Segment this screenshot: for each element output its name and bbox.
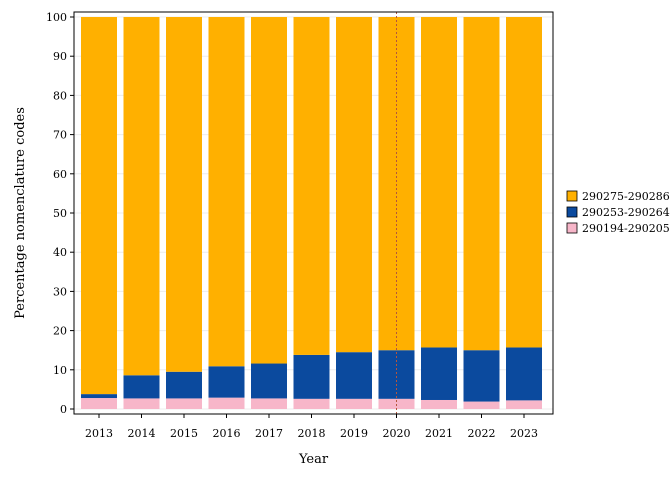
legend-swatch xyxy=(566,222,578,234)
bar-segment xyxy=(293,17,330,355)
legend-label: 290253-290264 xyxy=(582,206,670,219)
bar-segment xyxy=(251,398,287,409)
bar-segment xyxy=(166,398,202,409)
bar-segment xyxy=(378,350,415,399)
y-tick-label: 90 xyxy=(53,50,67,63)
y-tick-label: 30 xyxy=(53,285,67,298)
x-tick-label: 2020 xyxy=(383,427,411,440)
bar-segment xyxy=(378,398,415,409)
bar-segment xyxy=(123,398,160,409)
axes: 0 10 20 30 40 50 60 70 80 90 100 2013 2014 2015 2016 20… xyxy=(46,11,554,440)
bar-segment xyxy=(251,363,287,399)
y-tick-label: 80 xyxy=(53,89,67,102)
bar-segment xyxy=(463,350,500,402)
y-tick-label: 70 xyxy=(53,129,67,142)
bars xyxy=(81,17,542,409)
legend-swatch xyxy=(566,190,578,202)
bar-segment xyxy=(81,398,117,409)
bar-segment xyxy=(293,354,330,399)
bar-segment xyxy=(81,17,117,395)
bar-segment xyxy=(123,375,160,399)
bar-segment xyxy=(81,394,117,399)
x-tick-label: 2014 xyxy=(128,427,156,440)
bar-segment xyxy=(208,366,245,398)
bar-segment xyxy=(463,17,500,351)
y-tick-label: 10 xyxy=(53,364,67,377)
x-tick-label: 2018 xyxy=(298,427,326,440)
legend-swatch xyxy=(566,206,578,218)
legend-label: 290194-290205 xyxy=(582,222,670,235)
x-tick-label: 2013 xyxy=(85,427,113,440)
bar-segment xyxy=(506,347,542,401)
y-tick-label: 20 xyxy=(53,325,67,338)
bar-segment xyxy=(208,397,245,409)
bar-segment xyxy=(463,401,500,409)
bar-segment xyxy=(421,17,457,348)
y-tick-label: 40 xyxy=(53,246,67,259)
bar-segment xyxy=(506,17,542,348)
x-tick-label: 2015 xyxy=(170,427,198,440)
legend-label: 290275-290286 xyxy=(582,190,670,203)
bar-segment xyxy=(123,17,160,376)
y-tick-label: 50 xyxy=(53,207,67,220)
bar-segment xyxy=(166,371,202,399)
y-axis-title: Percentage nomenclature codes xyxy=(13,107,28,319)
bar-segment xyxy=(208,17,245,367)
x-tick-label: 2019 xyxy=(340,427,368,440)
x-tick-label: 2017 xyxy=(255,427,283,440)
x-axis-title: Year xyxy=(298,452,329,467)
bar-segment xyxy=(421,399,457,409)
bar-segment xyxy=(293,398,330,409)
legend: 290275-290286 290253-290264 290194-290205 xyxy=(566,190,670,235)
y-tick-label: 0 xyxy=(60,403,67,416)
bar-segment xyxy=(336,398,372,409)
x-tick-label: 2016 xyxy=(213,427,241,440)
bar-segment xyxy=(166,17,202,372)
bar-segment xyxy=(506,400,542,409)
x-tick-label: 2021 xyxy=(425,427,453,440)
bar-segment xyxy=(251,17,287,364)
bar-segment xyxy=(336,17,372,353)
x-tick-label: 2022 xyxy=(468,427,496,440)
bar-segment xyxy=(336,352,372,399)
x-tick-label: 2023 xyxy=(510,427,538,440)
y-tick-label: 60 xyxy=(53,168,67,181)
y-tick-label: 100 xyxy=(46,11,67,24)
bar-segment xyxy=(421,347,457,400)
